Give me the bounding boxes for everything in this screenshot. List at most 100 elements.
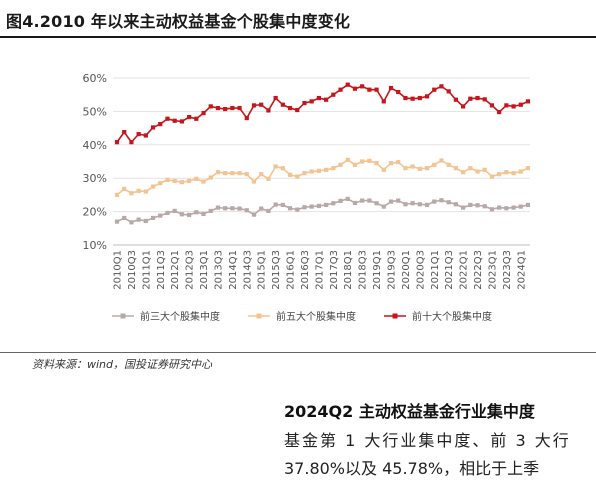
data-point [143,189,148,194]
data-point [396,89,401,95]
data-point [511,104,516,109]
data-point [158,121,163,127]
data-point [482,167,487,172]
data-point [331,201,336,206]
source-note: 资料来源：wind，国投证券研究中心 [32,358,213,371]
data-point [194,176,199,181]
data-point [388,161,394,166]
data-point [201,179,206,184]
data-point [410,201,415,206]
data-point [223,171,228,176]
data-point [316,203,321,209]
data-point [367,198,372,203]
data-point [525,166,531,171]
x-tick-label: 2024Q1 [516,250,527,290]
data-point [295,107,300,113]
data-point [504,103,509,108]
data-point [432,199,437,204]
data-point [331,92,336,97]
data-point [338,162,343,167]
x-tick-label: 2014Q1 [228,250,239,290]
data-point [352,86,358,91]
data-point [273,95,278,101]
source-divider [0,352,596,353]
data-point [172,118,177,123]
data-point [158,213,163,218]
data-point [381,204,386,209]
data-point [461,205,466,210]
data-point [230,206,235,211]
data-point [172,208,177,214]
x-tick-label: 2010Q1 [113,250,124,290]
x-tick-label: 2011Q3 [156,250,167,290]
data-point [179,212,184,217]
data-point [381,99,386,104]
data-point [215,170,221,175]
data-point [187,212,192,218]
x-tick-label: 2022Q3 [473,250,484,290]
data-point [504,206,509,211]
x-tick-label: 2018Q3 [358,250,369,290]
data-point [374,201,379,206]
data-point [187,114,192,120]
data-point [331,166,336,171]
data-point [504,170,509,175]
x-tick-label: 2022Q1 [459,250,470,290]
y-tick-label: 40% [83,139,107,152]
x-tick-label: 2019Q3 [387,250,398,290]
data-point [114,140,120,145]
legend-label: 前三大个股集中度 [140,310,220,323]
x-tick-label: 2021Q1 [430,250,441,290]
legend-label: 前十大个股集中度 [412,310,492,323]
data-point [122,215,127,221]
data-point [410,96,415,101]
series-line [116,198,529,224]
data-point [461,170,466,175]
data-point [244,172,249,177]
data-point [374,161,379,166]
x-tick-label: 2013Q1 [199,250,210,290]
section-heading: 2024Q2 主动权益基金行业集中度 [284,402,535,421]
legend-swatch-marker [392,313,398,319]
data-point [396,198,401,203]
data-point [468,96,473,101]
data-point [259,206,264,211]
data-point [244,208,249,213]
data-point [302,171,307,176]
x-tick-label: 2020Q1 [401,250,412,290]
data-point [511,171,516,176]
data-point [489,103,495,108]
data-point [324,97,329,102]
legend-label: 前五大个股集中度 [276,310,356,323]
data-point [237,171,242,176]
data-point [215,205,221,210]
data-point [287,172,293,177]
data-point [338,87,343,92]
data-point [360,84,365,89]
data-point [360,198,365,203]
series-group [114,82,531,225]
data-point [251,179,257,184]
data-point [129,140,134,145]
x-tick-label: 2021Q3 [444,250,455,290]
x-tick-label: 2018Q1 [343,250,354,290]
data-point [403,166,408,171]
data-point [251,212,257,217]
x-tick-label: 2010Q3 [127,250,138,290]
data-point [201,211,206,217]
legend-swatch-marker [120,313,126,319]
data-point [165,177,170,182]
data-point [187,178,192,183]
x-tick-label: 2017Q3 [329,250,340,290]
data-point [453,97,458,102]
data-point [316,95,321,101]
data-point [468,166,473,171]
data-point [475,203,480,208]
title-divider [0,36,596,38]
data-point [374,87,379,92]
data-point [259,172,264,177]
data-point [417,166,422,171]
x-tick-label: 2023Q1 [487,250,498,290]
data-point [230,105,235,111]
data-point [280,202,285,208]
